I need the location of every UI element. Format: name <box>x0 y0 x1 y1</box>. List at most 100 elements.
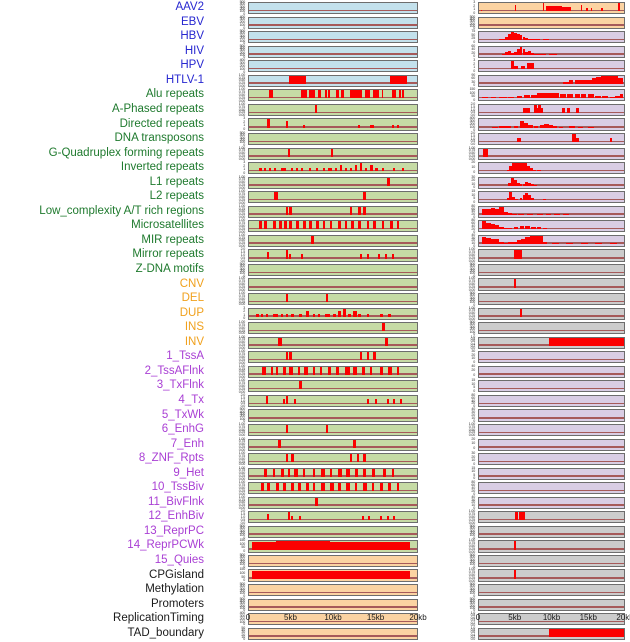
track-plot-right[interactable] <box>478 249 625 262</box>
track-plot-right[interactable] <box>478 293 625 306</box>
track-plot-right[interactable] <box>478 482 625 495</box>
track-plot-left[interactable] <box>248 453 418 466</box>
track-plot-left[interactable] <box>248 365 418 378</box>
track-plot-left[interactable] <box>248 2 418 15</box>
track-plot-right[interactable] <box>478 525 625 538</box>
track-plot-right[interactable] <box>478 409 625 422</box>
track-plot-right[interactable] <box>478 453 625 466</box>
track-plot-right[interactable] <box>478 31 625 44</box>
signal-bar <box>363 483 367 492</box>
track-plot-left[interactable] <box>248 176 418 189</box>
track-plot-left[interactable] <box>248 569 418 582</box>
track-plot-left[interactable] <box>248 162 418 175</box>
track-plot-left[interactable] <box>248 103 418 117</box>
track-plot-left[interactable] <box>248 540 418 553</box>
signal-bar <box>289 253 292 259</box>
track-plot-right[interactable] <box>478 351 625 364</box>
track-plot-right[interactable] <box>478 2 625 15</box>
track-plot-left[interactable] <box>248 598 418 611</box>
track-plot-left[interactable] <box>248 438 418 451</box>
track-plot-left[interactable] <box>248 482 418 495</box>
track-plot-right[interactable] <box>478 162 625 175</box>
y-axis-tick-labels: 40 30 20 10 0 <box>455 495 475 510</box>
track-plot-left[interactable] <box>248 322 418 335</box>
track-baseline <box>249 24 417 26</box>
track-plot-left[interactable] <box>248 293 418 306</box>
track-plot-left[interactable] <box>248 511 418 524</box>
y-tick: 100 <box>469 591 476 596</box>
track-plot-right[interactable] <box>478 322 625 335</box>
track-plot-right[interactable] <box>478 613 625 626</box>
track-plot-left[interactable] <box>248 380 418 393</box>
track-plot-left[interactable] <box>248 307 418 320</box>
track-plot-right[interactable] <box>478 205 625 218</box>
track-plot-left[interactable] <box>248 147 418 160</box>
track-plot-left[interactable] <box>248 205 418 218</box>
track-plot-left[interactable] <box>248 16 418 29</box>
track-plot-left[interactable] <box>248 118 418 131</box>
track-plot-right[interactable] <box>478 234 625 247</box>
track-plot-right[interactable] <box>478 598 625 611</box>
track-plot-left[interactable] <box>248 613 418 626</box>
track-plot-left[interactable] <box>248 263 418 277</box>
track-baseline <box>249 242 417 244</box>
track-plot-right[interactable] <box>478 263 625 277</box>
track-plot-right[interactable] <box>478 569 625 582</box>
track-plot-right[interactable] <box>478 365 625 378</box>
track-plot-left[interactable] <box>248 74 418 87</box>
track-plot-left[interactable] <box>248 394 418 408</box>
track-plot-left[interactable] <box>248 496 418 509</box>
track-plot-right[interactable] <box>478 220 625 233</box>
track-plot-right[interactable] <box>478 307 625 320</box>
track-plot-right[interactable] <box>478 89 625 102</box>
track-plot-left[interactable] <box>248 409 418 422</box>
track-plot-left[interactable] <box>248 31 418 44</box>
track-plot-right[interactable] <box>478 60 625 73</box>
track-plot-left[interactable] <box>248 45 418 58</box>
track-plot-left[interactable] <box>248 249 418 262</box>
track-plot-left[interactable] <box>248 423 418 437</box>
track-plot-right[interactable] <box>478 191 625 204</box>
track-plot-right[interactable] <box>478 103 625 117</box>
track-plot-left[interactable] <box>248 234 418 247</box>
track-plot-left[interactable] <box>248 132 418 146</box>
track-plot-left[interactable] <box>248 351 418 364</box>
signal-bar <box>322 168 326 172</box>
track-plot-right[interactable] <box>478 554 625 568</box>
left-track-panel: 500 400 300 200 100 0 400 300 200 100 0 500 400 300 20… <box>225 0 420 641</box>
track-plot-right[interactable] <box>478 147 625 160</box>
track-plot-right[interactable] <box>478 380 625 393</box>
signal-bar <box>516 95 523 99</box>
track-plot-right[interactable] <box>478 118 625 131</box>
track-plot-left[interactable] <box>248 525 418 538</box>
track-plot-left[interactable] <box>248 60 418 73</box>
y-axis-tick-labels: 1.00 0.75 0.50 0.25 0.00 <box>225 204 245 219</box>
track-plot-right[interactable] <box>478 16 625 29</box>
track-plot-right[interactable] <box>478 467 625 480</box>
track-label-mirror-repeats: Mirror repeats <box>132 248 204 261</box>
track-plot-left[interactable] <box>248 467 418 480</box>
signal-bar <box>366 352 370 361</box>
track-plot-right[interactable] <box>478 45 625 58</box>
track-plot-right[interactable] <box>478 336 625 349</box>
track-plot-left[interactable] <box>248 554 418 568</box>
track-baseline <box>479 24 624 26</box>
track-plot-right[interactable] <box>478 511 625 524</box>
track-plot-right[interactable] <box>478 423 625 437</box>
track-plot-right[interactable] <box>478 132 625 146</box>
track-plot-right[interactable] <box>478 74 625 87</box>
track-plot-left[interactable] <box>248 220 418 233</box>
track-plot-left[interactable] <box>248 191 418 204</box>
track-plot-right[interactable] <box>478 394 625 408</box>
track-plot-right[interactable] <box>478 176 625 189</box>
track-plot-left[interactable] <box>248 336 418 349</box>
track-plot-left[interactable] <box>248 278 418 291</box>
track-plot-left[interactable] <box>248 584 418 597</box>
track-plot-right[interactable] <box>478 278 625 291</box>
track-plot-right[interactable] <box>478 584 625 597</box>
track-plot-right[interactable] <box>478 540 625 553</box>
track-plot-left[interactable] <box>248 89 418 102</box>
signal-bar <box>361 366 365 375</box>
track-plot-right[interactable] <box>478 496 625 509</box>
track-plot-right[interactable] <box>478 438 625 451</box>
